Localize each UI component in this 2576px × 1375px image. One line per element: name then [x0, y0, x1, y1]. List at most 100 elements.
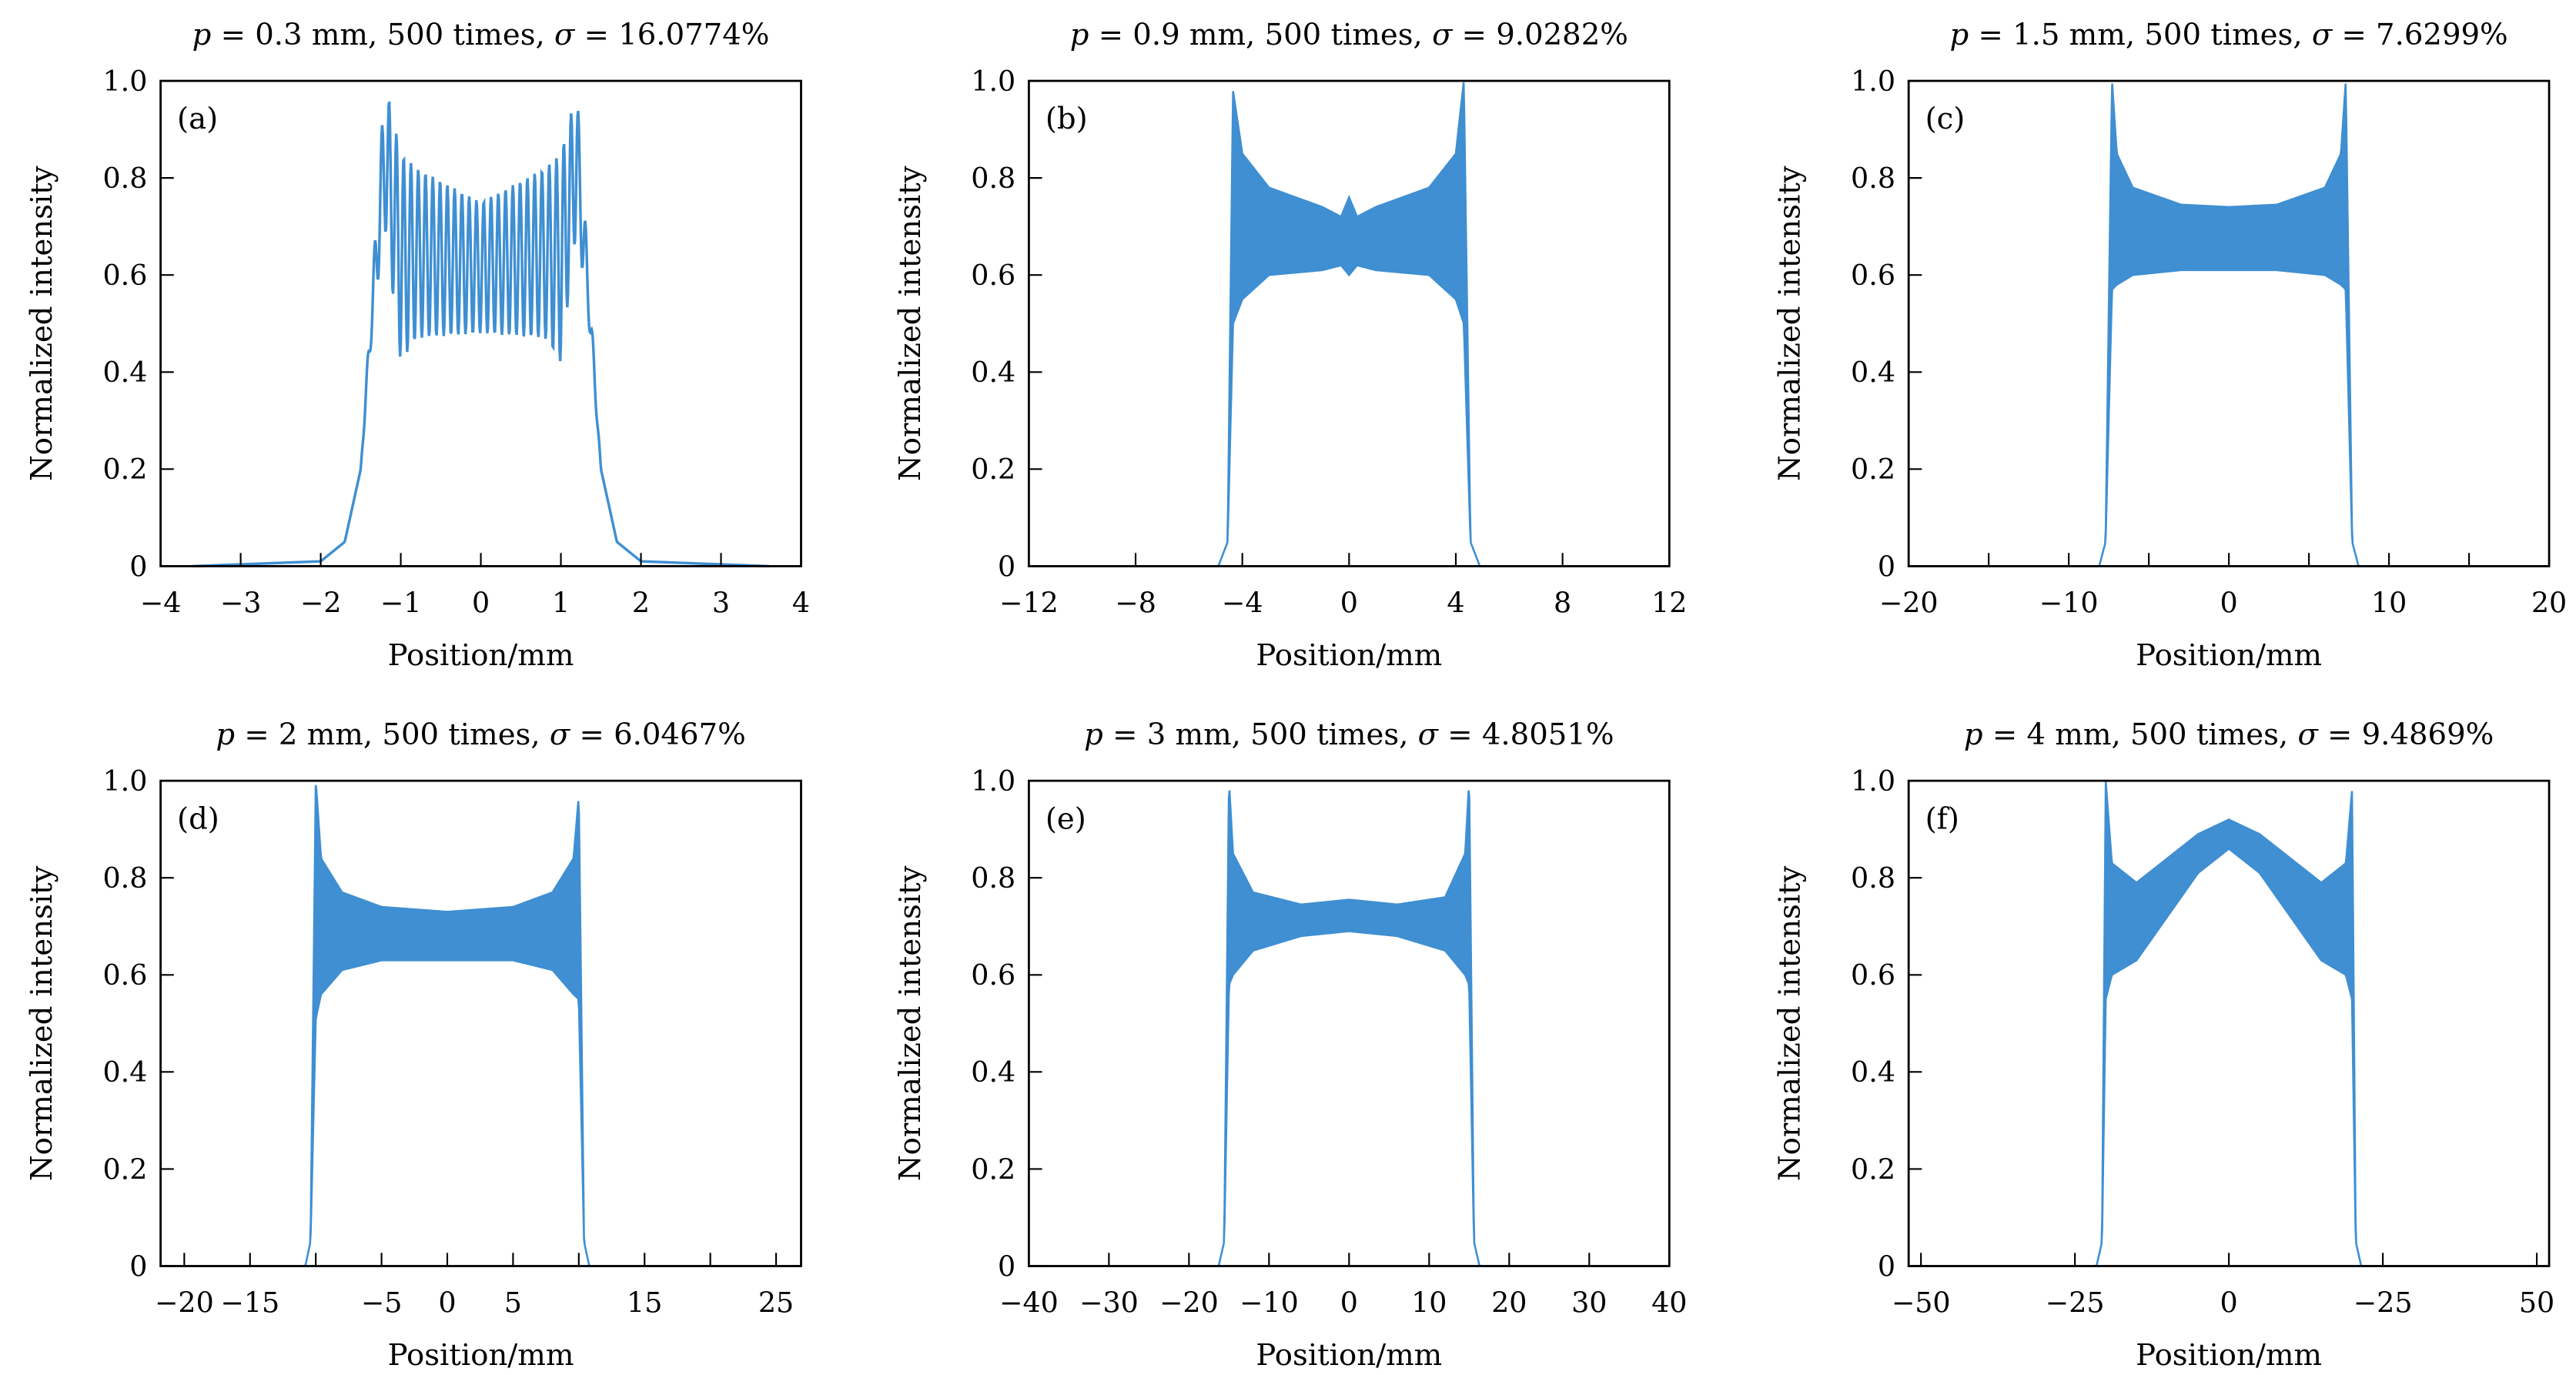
y-tick-label: 0 [1878, 550, 1895, 583]
panel-b: p = 0.9 mm, 500 times, σ = 9.0282% −12 −8 −… [893, 18, 1688, 673]
x-tick-label: 0 [2220, 1286, 2238, 1320]
panel-title: p = 2 mm, 500 times, σ = 6.0467% [216, 718, 745, 752]
x-tick-label: 0 [2220, 586, 2238, 619]
x-tick-label: −50 [1892, 1286, 1951, 1320]
y-tick-label: 1.0 [1851, 764, 1895, 798]
title-rest: = 4 mm, 500 times, [1983, 718, 2298, 752]
x-axis-label: Position/mm [2136, 638, 2322, 673]
title-p: p [1950, 18, 1969, 52]
panel-a: p = 0.3 mm, 500 times, σ = 16.0774% −4 −3 −… [25, 18, 810, 673]
intensity-band [1909, 781, 2550, 1267]
panel-title: p = 0.3 mm, 500 times, σ = 16.0774% [192, 18, 770, 52]
x-tick-label: −5 [361, 1286, 403, 1320]
y-tick-label: 0.2 [103, 453, 148, 486]
panel-f: p = 4 mm, 500 times, σ = 9.4869% −50 −25 0 −… [1773, 718, 2555, 1373]
y-tick-label: 0.4 [1851, 356, 1895, 389]
x-tick-label: 5 [504, 1286, 522, 1320]
x-axis-label: Position/mm [388, 638, 574, 673]
y-tick-label: 0 [998, 550, 1015, 583]
x-tick-label: −10 [2039, 586, 2099, 619]
title-sigma: σ [554, 18, 576, 52]
y-tick-label: 0.6 [103, 259, 148, 292]
y-tick-label: 0.8 [103, 861, 148, 895]
intensity-band [1029, 82, 1670, 567]
title-rest: = 1.5 mm, 500 times, [1969, 18, 2312, 52]
intensity-band [1029, 790, 1670, 1267]
axes-frame [1027, 79, 1671, 567]
y-tick-label: 1.0 [103, 764, 148, 798]
x-tick-label: −4 [1222, 586, 1263, 619]
axes-frame [1027, 779, 1671, 1267]
title-rest: = 0.3 mm, 500 times, [211, 18, 554, 52]
y-tick-label: 1.0 [1851, 65, 1895, 98]
y-tick-label: 1.0 [103, 65, 148, 98]
x-axis-label: Position/mm [1256, 638, 1442, 673]
x-tick-label: −3 [220, 586, 262, 619]
y-axis-label: Normalized intensity [893, 865, 928, 1181]
x-tick-label: 12 [1651, 586, 1687, 619]
axes-frame [1907, 79, 2551, 567]
y-tick-label: 0.4 [1851, 1056, 1895, 1089]
x-tick-label: −4 [140, 586, 182, 619]
y-axis-label: Normalized intensity [893, 166, 928, 481]
panel-c: p = 1.5 mm, 500 times, σ = 7.6299% −20 −10… [1773, 18, 2568, 673]
title-value: = 9.0282% [1452, 18, 1628, 52]
y-tick-label: 0.2 [1851, 1153, 1895, 1186]
x-tick-label: 3 [712, 586, 730, 619]
title-p: p [1964, 718, 1983, 752]
y-tick-label: 0.8 [103, 162, 148, 195]
x-axis-label: Position/mm [2136, 1338, 2322, 1373]
x-tick-label: −20 [1879, 586, 1939, 619]
title-value: = 6.0467% [570, 718, 746, 752]
x-tick-label: −2 [300, 586, 342, 619]
intensity-band [160, 785, 801, 1267]
title-rest: = 3 mm, 500 times, [1103, 718, 1418, 752]
y-tick-label: 0.6 [971, 259, 1015, 292]
y-axis-label: Normalized intensity [1773, 865, 1808, 1181]
x-tick-label: 8 [1554, 586, 1571, 619]
title-rest: = 0.9 mm, 500 times, [1089, 18, 1432, 52]
intensity-line [192, 101, 769, 568]
y-tick-label: 0.8 [1851, 861, 1895, 895]
x-tick-label: 50 [2519, 1286, 2554, 1320]
x-tick-label: −40 [999, 1286, 1059, 1320]
title-value: = 4.8051% [1438, 718, 1614, 752]
x-tick-label: 2 [632, 586, 650, 619]
x-tick-label: −8 [1115, 586, 1156, 619]
x-tick-label: 0 [1340, 586, 1358, 619]
panel-label: (f) [1925, 801, 1959, 836]
x-tick-label: 15 [627, 1286, 662, 1320]
title-value: = 9.4869% [2318, 718, 2494, 752]
x-tick-label: 10 [2371, 586, 2407, 619]
panel-label: (e) [1045, 801, 1086, 836]
y-tick-label: 0 [998, 1250, 1015, 1283]
y-tick-label: 0 [129, 550, 147, 583]
title-p: p [1084, 718, 1103, 752]
y-tick-label: 0.4 [971, 1056, 1015, 1089]
x-tick-label: 0 [1340, 1286, 1358, 1320]
x-tick-label: 4 [1447, 586, 1464, 619]
title-value: = 16.0774% [574, 18, 769, 52]
panel-title: p = 0.9 mm, 500 times, σ = 9.0282% [1070, 18, 1628, 52]
panel-title: p = 1.5 mm, 500 times, σ = 7.6299% [1950, 18, 2508, 52]
x-tick-label: 25 [758, 1286, 794, 1320]
x-tick-label: −20 [1159, 1286, 1219, 1320]
y-tick-label: 0.8 [1851, 162, 1895, 195]
y-tick-label: 0.4 [103, 1056, 148, 1089]
x-tick-label: 4 [792, 586, 810, 619]
title-p: p [192, 18, 212, 52]
panel-title: p = 3 mm, 500 times, σ = 4.8051% [1084, 718, 1614, 752]
x-tick-label: −25 [2354, 1286, 2413, 1320]
y-tick-label: 1.0 [971, 764, 1015, 798]
x-tick-label: 30 [1571, 1286, 1607, 1320]
x-tick-label: −20 [155, 1286, 214, 1320]
panel-label: (c) [1925, 102, 1965, 136]
y-tick-label: 0.6 [1851, 259, 1895, 292]
title-sigma: σ [550, 718, 571, 752]
panel-d: p = 2 mm, 500 times, σ = 6.0467% −20 −15 −5… [25, 718, 802, 1373]
x-axis-label: Position/mm [388, 1338, 574, 1373]
x-tick-label: 20 [1491, 1286, 1527, 1320]
title-sigma: σ [2297, 718, 2319, 752]
y-axis-label: Normalized intensity [25, 166, 59, 481]
